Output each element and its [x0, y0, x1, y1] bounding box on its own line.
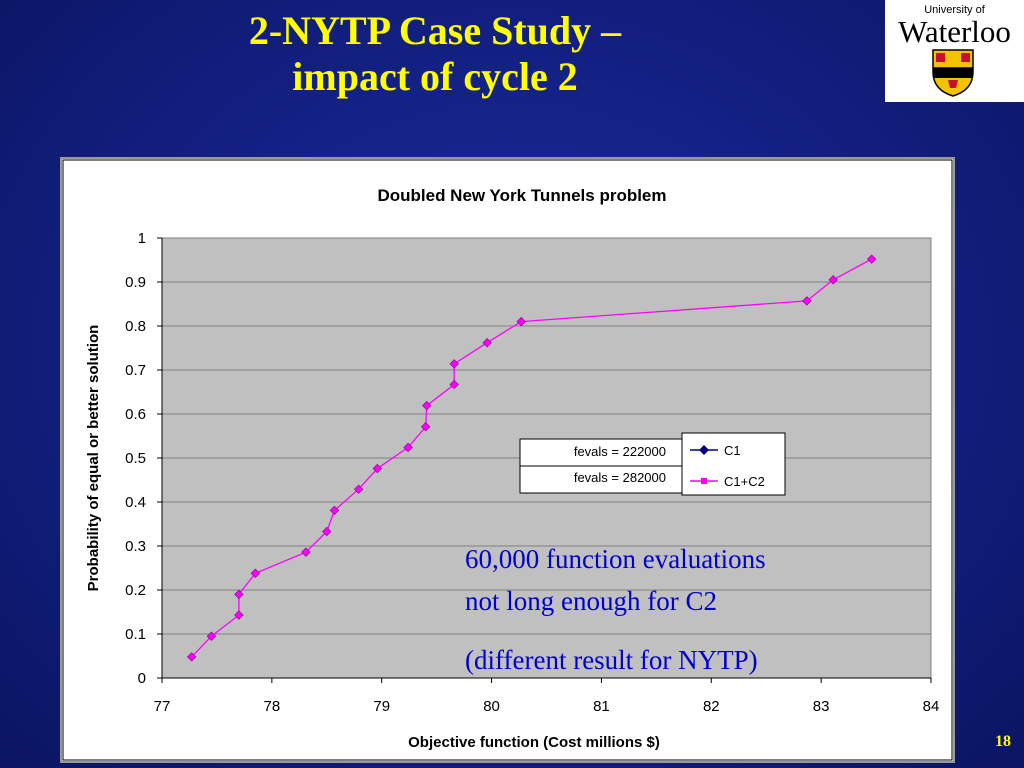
- chart-panel: Doubled New York Tunnels problem 0 0.1 0.2…: [60, 157, 955, 763]
- chart-title: Doubled New York Tunnels problem: [377, 186, 666, 205]
- data-point: [353, 484, 364, 494]
- y-tick-label: 1: [138, 230, 146, 247]
- data-point: [186, 652, 197, 662]
- legend-label-c1c2: C1+C2: [724, 474, 765, 489]
- y-tick-label: 0.4: [125, 494, 146, 511]
- page-number: 18: [995, 733, 1011, 750]
- data-point: [250, 568, 261, 578]
- data-point: [206, 631, 217, 641]
- y-tick-label: 0.5: [125, 450, 146, 467]
- x-axis-label: Objective function (Cost millions $): [408, 734, 660, 751]
- y-tick-label: 0.1: [125, 626, 146, 643]
- legend-label-c1: C1: [724, 443, 741, 458]
- x-tick-label: 81: [593, 698, 610, 715]
- data-point: [372, 463, 382, 474]
- data-point: [422, 400, 432, 411]
- y-tick-label: 0.6: [125, 406, 146, 423]
- data-point: [329, 505, 340, 516]
- annotation-line3: (different result for NYTP): [465, 645, 758, 675]
- data-point: [516, 316, 526, 327]
- x-tick-label: 79: [373, 698, 390, 715]
- data-point: [301, 547, 311, 557]
- y-tick-label: 0.2: [125, 582, 146, 599]
- legend-table-row-c1: fevals = 222000: [574, 444, 666, 459]
- data-point: [234, 589, 244, 600]
- x-tick-label: 83: [813, 698, 830, 715]
- x-tick-label: 82: [703, 698, 720, 715]
- data-point: [449, 359, 459, 369]
- y-tick-label: 0.3: [125, 538, 146, 555]
- annotation-line2: not long enough for C2: [465, 586, 717, 616]
- data-point: [828, 275, 838, 285]
- chart: Doubled New York Tunnels problem 0 0.1 0.2…: [62, 159, 953, 761]
- annotation-line1: 60,000 function evaluations: [465, 544, 766, 574]
- legend-table: fevals = 222000 fevals = 282000: [519, 438, 683, 494]
- series-line-c1-c2: [191, 258, 873, 658]
- logo-waterloo: Waterloo: [898, 14, 1011, 49]
- series-layer: [186, 254, 877, 662]
- y-tick-label: 0: [138, 670, 146, 687]
- slide-title-line2: impact of cycle 2: [292, 54, 578, 99]
- data-point: [234, 610, 244, 620]
- y-tick-label: 0.8: [125, 318, 146, 335]
- crest-icon: [932, 49, 974, 97]
- gridlines: [162, 281, 931, 635]
- y-axis-ticks: 0 0.1 0.2 0.3 0.4 0.5 0.6 0.7 0.8 0.9 1: [125, 230, 163, 687]
- x-tick-label: 80: [483, 698, 500, 715]
- data-point: [449, 379, 459, 390]
- y-axis-label: Probability of equal or better solution: [85, 325, 102, 592]
- data-point: [802, 296, 812, 306]
- legend-marker-c1c2: [701, 478, 707, 484]
- data-point: [482, 338, 492, 348]
- legend-table-row-c1c2: fevals = 282000: [574, 470, 666, 485]
- university-logo: University of Waterloo: [885, 0, 1024, 102]
- x-axis-ticks: 77 78 79 80 81 82 83 84: [154, 677, 940, 715]
- slide-title: 2-NYTP Case Study – impact of cycle 2: [170, 8, 700, 100]
- y-tick-label: 0.7: [125, 362, 146, 379]
- legend-marker-c1: [699, 445, 709, 455]
- x-tick-label: 77: [154, 698, 171, 715]
- data-point: [867, 254, 877, 264]
- legend: C1 C1+C2: [681, 432, 786, 496]
- data-point: [322, 526, 332, 537]
- x-tick-label: 78: [264, 698, 281, 715]
- data-point: [420, 422, 431, 432]
- y-tick-label: 0.9: [125, 274, 146, 291]
- logo-university-of: University of: [924, 4, 985, 16]
- x-tick-label: 84: [923, 698, 940, 715]
- data-point: [403, 442, 413, 453]
- slide-title-line1: 2-NYTP Case Study –: [248, 8, 622, 53]
